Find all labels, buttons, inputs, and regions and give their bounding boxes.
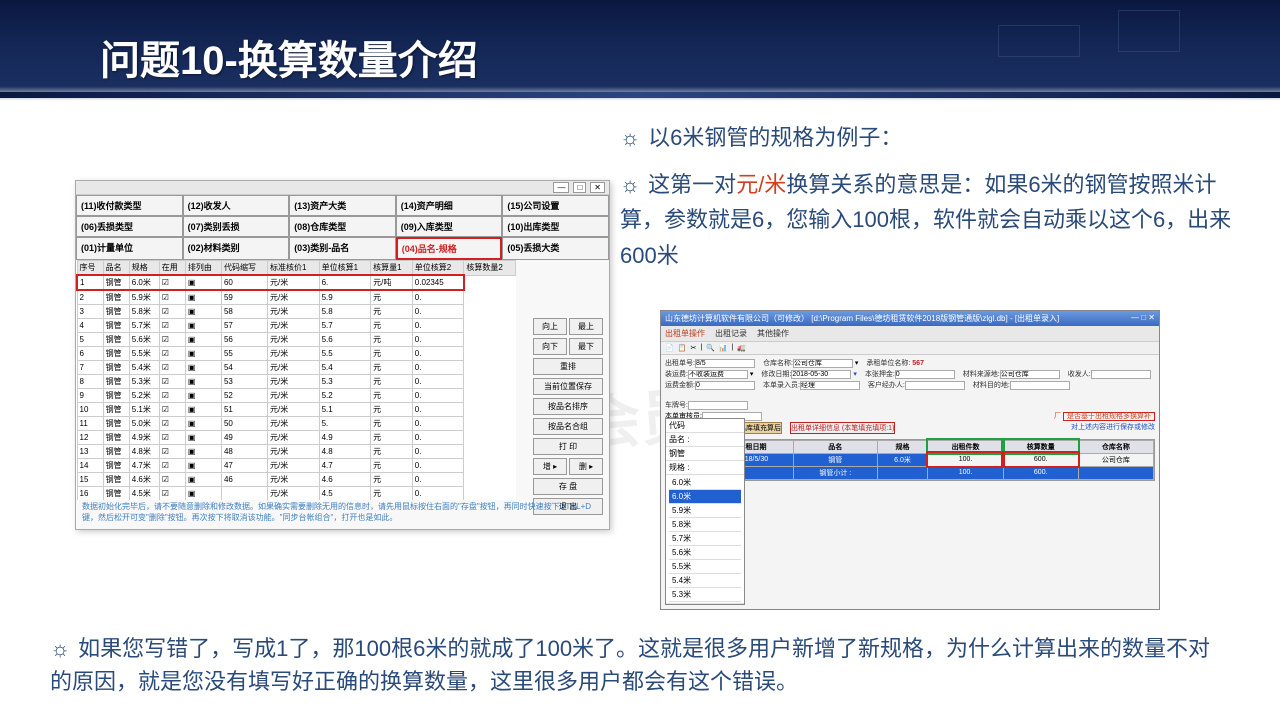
settings-window: —□✕ (11)收付款类型(12)收发人(13)资产大类(14)资产明细(15)… [75,180,610,530]
deposit[interactable] [895,370,955,379]
btn-save[interactable]: 存 盘 [533,478,603,495]
mat-dest[interactable] [1010,381,1070,390]
btn-del[interactable]: 删 ▸ [569,458,603,475]
app-toolbar[interactable]: 📄📋✂|🔍📊|🚛 [661,342,1159,355]
mod-date[interactable] [791,370,851,379]
btn-down[interactable]: 向下 [533,338,567,355]
bottom-bullet: ☼如果您写错了，写成1了，那100根6米的就成了100米了。这就是很多用户新增了… [50,632,1230,698]
client-handler[interactable] [905,381,965,390]
btn-sortname[interactable]: 按品名排序 [533,398,603,415]
receiver[interactable] [1091,370,1151,379]
app-menu[interactable]: 出租单操作 出租记录 其他操作 [661,326,1159,342]
btn-reset[interactable]: 重排 [533,358,603,375]
btn-up[interactable]: 向上 [533,318,567,335]
spec-dropdown[interactable]: 代码 品名 : 钢管 规格 : 6.0米6.0米5.9米5.8米5.7米5.6米… [665,418,745,605]
rental-app-window: 山东德坊计算机软件有限公司（可修改） [d:\Program Files\德坊租… [660,310,1160,610]
side-buttons[interactable]: 向上最上 向下最下 重排 当前位置保存 按品名排序 按品名合组 打 印 增 ▸删… [533,318,603,518]
category-tabs[interactable]: (11)收付款类型(12)收发人(13)资产大类(14)资产明细(15)公司设置… [76,195,609,260]
spec-table[interactable]: 序号品名规格在用排列由代码缩写标准核价1单位核算1核算量1单位核算2核算数量21… [76,260,516,500]
btn-combine[interactable]: 按品名合组 [533,418,603,435]
btn-detail[interactable]: 出租单详细信息 (本笔填充填项:1) [790,422,895,434]
car-plate[interactable] [688,401,748,410]
title-divider [0,92,1280,98]
app-titlebar[interactable]: 山东德坊计算机软件有限公司（可修改） [d:\Program Files\德坊租… [661,311,1159,326]
ship-fee[interactable] [688,370,748,379]
mat-src[interactable] [1000,370,1060,379]
footer-note: 数据初始化完毕后，请不要随意删除和修改数据。如果确实需要删除无用的信息时，请先用… [82,501,603,523]
bullet-2: ☼这第一对元/米换算关系的意思是：如果6米的钢管按照米计算，参数就是6，您输入1… [620,167,1240,273]
fee-amt[interactable] [695,381,755,390]
store-name[interactable] [793,359,853,368]
btn-bottom[interactable]: 最下 [569,338,603,355]
bullet-1: ☼以6米钢管的规格为例子： [620,120,1240,155]
btn-add[interactable]: 增 ▸ [533,458,567,475]
order-num[interactable] [695,359,755,368]
btn-top[interactable]: 最上 [569,318,603,335]
btn-print[interactable]: 打 印 [533,438,603,455]
btn-savepos[interactable]: 当前位置保存 [533,378,603,395]
window-controls[interactable]: —□✕ [76,181,609,195]
operator[interactable] [800,381,860,390]
